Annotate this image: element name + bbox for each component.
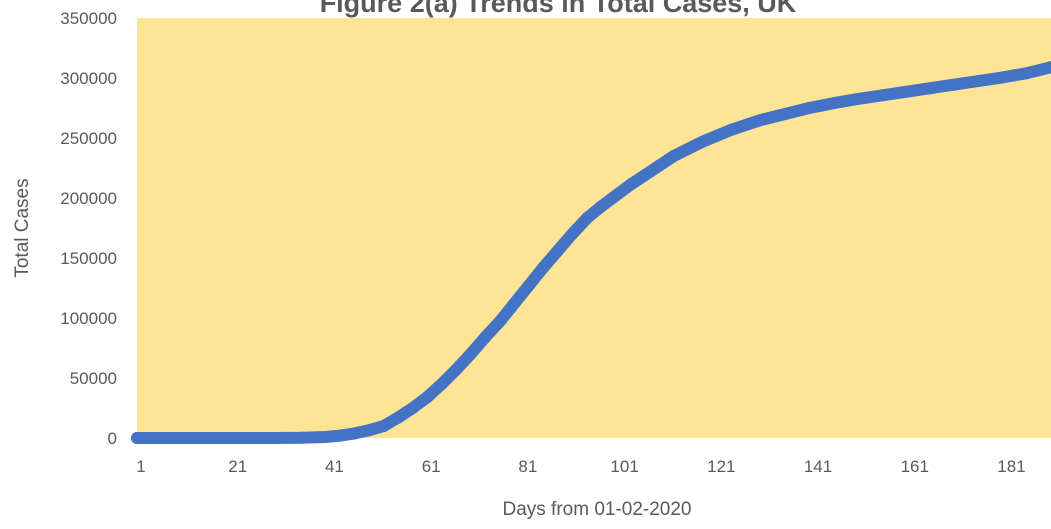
data-point [295, 431, 308, 444]
y-tick-label: 200000 [60, 189, 117, 208]
data-point [479, 331, 492, 344]
y-tick-label: 0 [108, 429, 117, 448]
data-point [696, 135, 709, 148]
data-point [222, 432, 235, 444]
x-tick-label: 161 [901, 457, 929, 476]
data-point [319, 431, 332, 443]
data-point [348, 427, 361, 440]
x-tick-label: 141 [804, 457, 832, 476]
data-point [725, 123, 738, 136]
x-tick-label: 1 [136, 457, 145, 476]
data-point [363, 424, 376, 437]
data-point [996, 71, 1009, 84]
data-point [580, 212, 593, 225]
data-point [667, 150, 680, 162]
y-tick-label: 100000 [60, 309, 117, 328]
data-point [421, 391, 434, 404]
data-point [827, 97, 840, 110]
data-point [924, 82, 937, 95]
y-axis-title: Total Cases [12, 178, 33, 277]
y-tick-label: 350000 [60, 9, 117, 28]
data-point [711, 129, 724, 142]
x-tick-label: 101 [610, 457, 638, 476]
y-tick-label: 150000 [60, 249, 117, 268]
x-tick-label: 181 [997, 457, 1025, 476]
x-tick-label: 121 [707, 457, 735, 476]
data-point [551, 244, 564, 257]
data-point [779, 108, 791, 120]
y-tick-label: 300000 [60, 69, 117, 88]
data-point [406, 402, 419, 414]
data-point [271, 432, 284, 444]
data-point [1020, 67, 1033, 80]
y-axis-ticks: 0 50000 100000 150000 200000 250000 300000 3500… [60, 9, 117, 448]
data-point [464, 348, 477, 360]
plot-area [137, 18, 1051, 438]
x-tick-label: 21 [228, 457, 247, 476]
data-point [803, 102, 816, 114]
series-points [131, 61, 1051, 444]
data-point [435, 378, 448, 390]
data-point [131, 432, 143, 444]
data-point [450, 363, 463, 376]
data-point [653, 159, 666, 172]
data-point [609, 189, 622, 202]
data-point [638, 169, 651, 182]
data-point [754, 114, 767, 126]
data-point [174, 432, 187, 444]
data-point [1045, 61, 1051, 74]
data-point [566, 228, 579, 240]
data-point [537, 261, 550, 274]
x-tick-label: 41 [325, 457, 344, 476]
x-axis-ticks: 1 21 41 61 81 101 121 141 161 181 [136, 457, 1025, 476]
data-point [851, 93, 864, 105]
y-tick-label: 250000 [60, 129, 117, 148]
data-point [740, 118, 753, 131]
data-point [377, 420, 390, 432]
x-axis-title: Days from 01-02-2020 [502, 499, 691, 520]
data-point [899, 85, 912, 98]
data-point [682, 142, 695, 155]
chart-title: Figure 2(a) Trends in Total Cases, UK [320, 0, 797, 18]
data-point [948, 78, 961, 91]
x-tick-label: 61 [422, 457, 441, 476]
y-tick-label: 50000 [70, 369, 117, 388]
data-point [624, 178, 637, 191]
data-point [334, 429, 347, 442]
data-point [493, 315, 506, 328]
data-point [595, 200, 608, 213]
data-point [972, 75, 985, 87]
x-tick-label: 81 [518, 457, 537, 476]
data-point [875, 89, 888, 102]
data-point [392, 411, 405, 424]
data-point [522, 279, 535, 292]
data-point [508, 297, 521, 310]
